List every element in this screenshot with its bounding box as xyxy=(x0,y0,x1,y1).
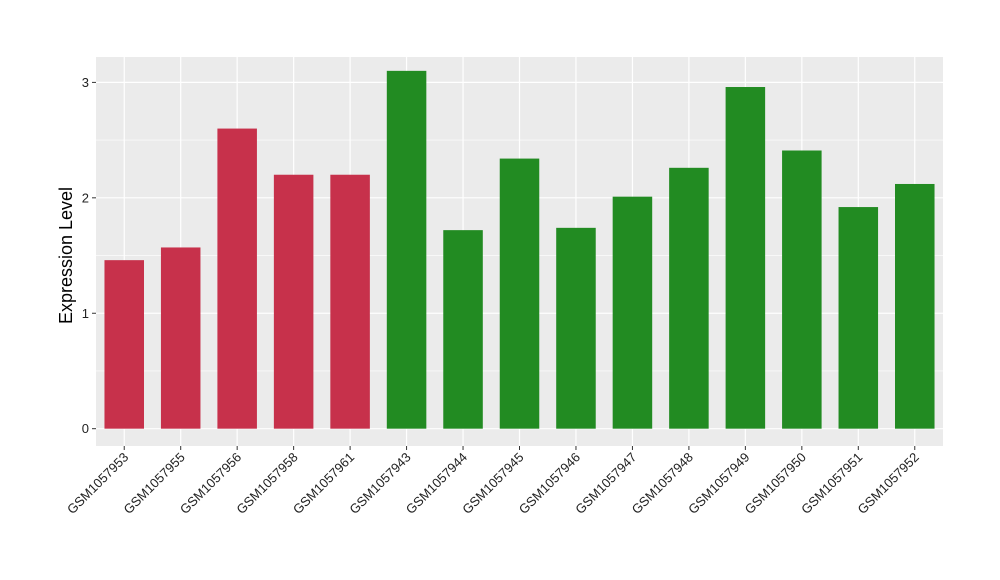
bar-GSM1057946 xyxy=(556,227,596,429)
bar-GSM1057955 xyxy=(160,247,201,429)
y-tick-label: 2 xyxy=(82,190,89,205)
bar-GSM1057951 xyxy=(838,207,879,429)
bar-GSM1057943 xyxy=(386,70,427,429)
bar-GSM1057961 xyxy=(330,174,370,429)
bar-GSM1057950 xyxy=(782,150,822,429)
bar-GSM1057949 xyxy=(725,87,766,429)
bar-GSM1057945 xyxy=(499,158,540,429)
y-tick-label: 0 xyxy=(82,421,89,436)
bar-GSM1057956 xyxy=(217,128,257,429)
bars xyxy=(104,70,935,429)
x-axis: GSM1057953GSM1057955GSM1057956GSM1057958… xyxy=(64,446,922,517)
bar-GSM1057958 xyxy=(273,174,314,429)
bar-GSM1057952 xyxy=(895,183,935,429)
bar-GSM1057948 xyxy=(669,167,709,429)
y-tick-label: 3 xyxy=(82,75,89,90)
bar-GSM1057947 xyxy=(612,196,653,429)
y-tick-label: 1 xyxy=(82,306,89,321)
y-axis-title: Expression Level xyxy=(56,187,76,324)
y-axis: 0 1 2 3 xyxy=(82,75,96,436)
bar-GSM1057944 xyxy=(443,230,483,429)
bar-GSM1057953 xyxy=(104,260,144,429)
